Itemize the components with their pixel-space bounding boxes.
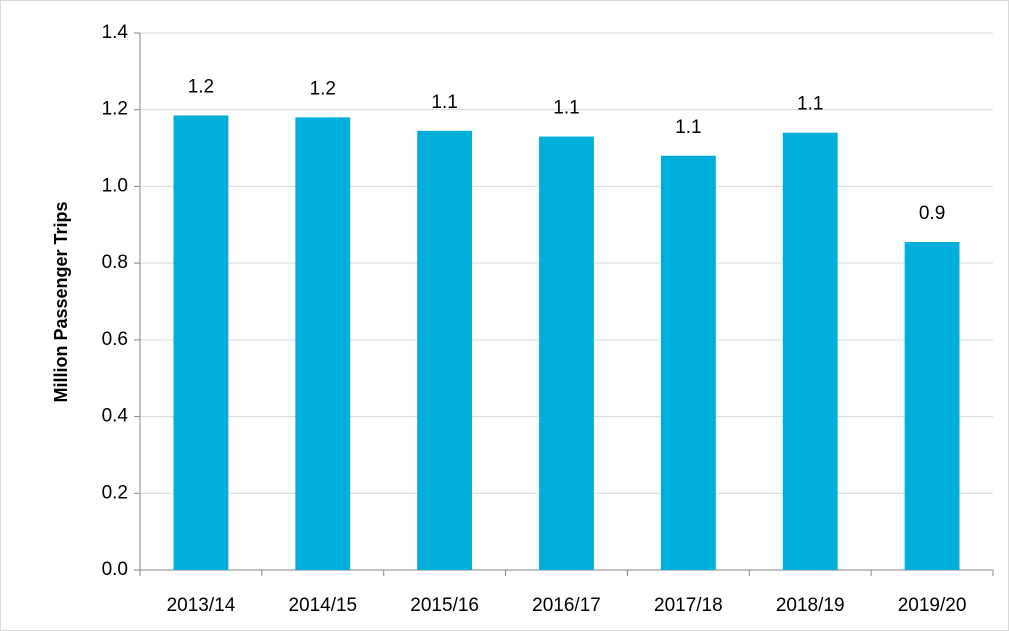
y-tick-label: 0.8 (102, 252, 128, 273)
data-label: 1.1 (797, 94, 823, 115)
y-axis-title: Million Passenger Trips (51, 201, 71, 402)
data-label: 0.9 (919, 203, 945, 224)
x-tick-label: 2019/20 (898, 595, 967, 616)
bar (173, 115, 229, 570)
y-tick-label: 1.2 (102, 99, 128, 120)
data-label: 1.2 (310, 78, 336, 99)
y-tick-label: 0.4 (102, 406, 129, 427)
bar (660, 155, 716, 570)
x-tick-label: 2015/16 (410, 595, 479, 616)
x-tick-label: 2017/18 (654, 595, 723, 616)
data-label: 1.1 (675, 117, 701, 138)
bar (539, 136, 594, 571)
x-tick-label: 2014/15 (288, 595, 357, 616)
y-tick-label: 1.0 (102, 175, 128, 196)
bar (904, 242, 960, 570)
bar (782, 132, 838, 570)
y-tick-label: 1.4 (102, 22, 129, 43)
x-tick-label: 2016/17 (532, 595, 601, 616)
x-tick-label: 2013/14 (167, 595, 236, 616)
data-label: 1.1 (431, 92, 457, 113)
bar (417, 130, 473, 570)
x-tick-label: 2018/19 (776, 595, 845, 616)
data-label: 1.2 (188, 76, 214, 97)
y-tick-label: 0.0 (102, 559, 128, 580)
y-tick-label: 0.6 (102, 329, 128, 350)
y-tick-label: 0.2 (102, 482, 128, 503)
data-label: 1.1 (553, 98, 579, 119)
bar (295, 117, 351, 570)
